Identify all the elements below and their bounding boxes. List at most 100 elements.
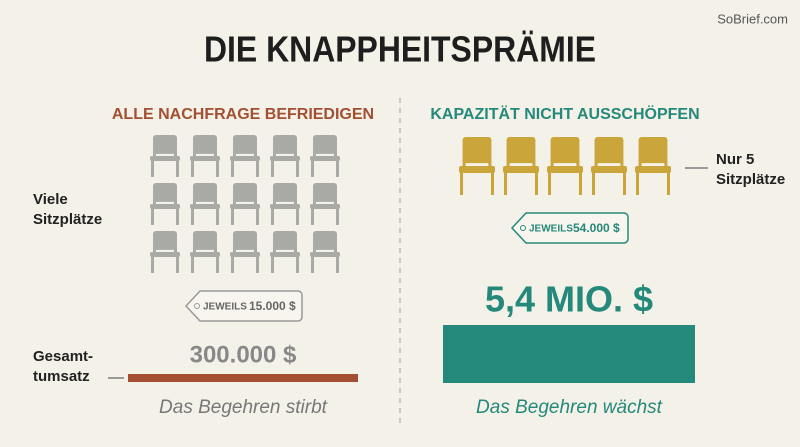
chair-icon [310,135,340,177]
chair-post [174,247,177,253]
chair-seat [230,204,260,210]
chair-back [638,137,668,164]
chair-leg [592,171,595,195]
chair-icon [635,137,671,195]
chair-icon [190,183,220,225]
chair-leg [216,256,219,273]
chair-leg [256,208,259,225]
chair-icon [190,231,220,273]
chair-leg [191,208,194,225]
chair-icon [591,137,627,195]
chair-seat [270,252,300,258]
chair-post [193,247,196,253]
chair-post [550,160,554,168]
caption: Das Begehren wächst [476,397,663,418]
tag-amount: 54.000 $ [573,221,620,235]
chair-icon [503,137,539,195]
tag-hole [194,303,200,309]
chair-post [153,247,156,253]
total-value: 5,4 MIO. $ [485,279,653,320]
chair-leg [176,208,179,225]
chair-post [506,160,510,168]
chair-post [294,199,297,205]
chair-leg [548,171,551,195]
chair-leg [256,256,259,273]
chair-post [254,199,257,205]
chair-leg [191,256,194,273]
chair-post [334,247,337,253]
chair-icon [230,231,260,273]
chair-seat [503,166,539,173]
left-heading: ALLE NACHFRAGE BEFRIEDIGEN [112,106,374,123]
chair-icon [230,135,260,177]
chair-back [193,231,217,250]
chair-post [193,151,196,157]
seats-label: Nur 5 [716,151,754,168]
chair-seat [310,252,340,258]
chair-icon [230,183,260,225]
chair-leg [216,208,219,225]
tag-hole [520,225,526,231]
total-label: tumsatz [33,368,90,385]
chair-icon [190,135,220,177]
chair-seat [310,156,340,162]
chair-post [273,199,276,205]
chair-leg [460,171,463,195]
chair-seat [190,156,220,162]
chair-leg [311,208,314,225]
chair-leg [151,160,154,177]
chair-post [254,247,257,253]
chair-post [153,151,156,157]
chair-leg [336,160,339,177]
total-value: 300.000 $ [190,341,297,368]
chair-back [273,231,297,250]
tag-shape [184,290,303,322]
chair-post [193,199,196,205]
seats-label: Sitzplätze [33,211,102,228]
chair-leg [311,256,314,273]
chair-leg [191,160,194,177]
chair-back [313,231,337,250]
chair-back [233,231,257,250]
chair-post [153,199,156,205]
chair-leg [296,160,299,177]
chair-post [294,151,297,157]
chair-post [334,199,337,205]
chair-leg [504,171,507,195]
chair-back [506,137,536,164]
chair-back [273,135,297,154]
chair-post [576,160,580,168]
chair-leg [231,208,234,225]
chair-post [462,160,466,168]
price-tag: JEWEILS 54.000 $ [510,212,629,244]
chair-post [273,151,276,157]
chair-back [233,183,257,202]
chair-post [594,160,598,168]
chair-icon [547,137,583,195]
chair-back [153,183,177,202]
chair-post [488,160,492,168]
chair-leg [271,208,274,225]
tag-shape [510,212,629,244]
chair-icon [270,231,300,273]
revenue-bar [443,325,695,383]
chair-post [638,160,642,168]
chair-post [294,247,297,253]
chair-seat [635,166,671,173]
watermark: SoBrief.com [717,11,788,26]
chair-post [273,247,276,253]
seats-label: Viele [33,191,68,208]
revenue-bar [128,374,358,382]
chair-leg [256,160,259,177]
chair-leg [636,171,639,195]
seats-label: Sitzplätze [716,171,785,188]
chair-post [313,151,316,157]
chair-leg [271,256,274,273]
total-label: Gesamt- [33,348,93,365]
chair-leg [579,171,582,195]
chair-leg [151,208,154,225]
chair-post [313,199,316,205]
chair-back [594,137,624,164]
chair-post [214,199,217,205]
